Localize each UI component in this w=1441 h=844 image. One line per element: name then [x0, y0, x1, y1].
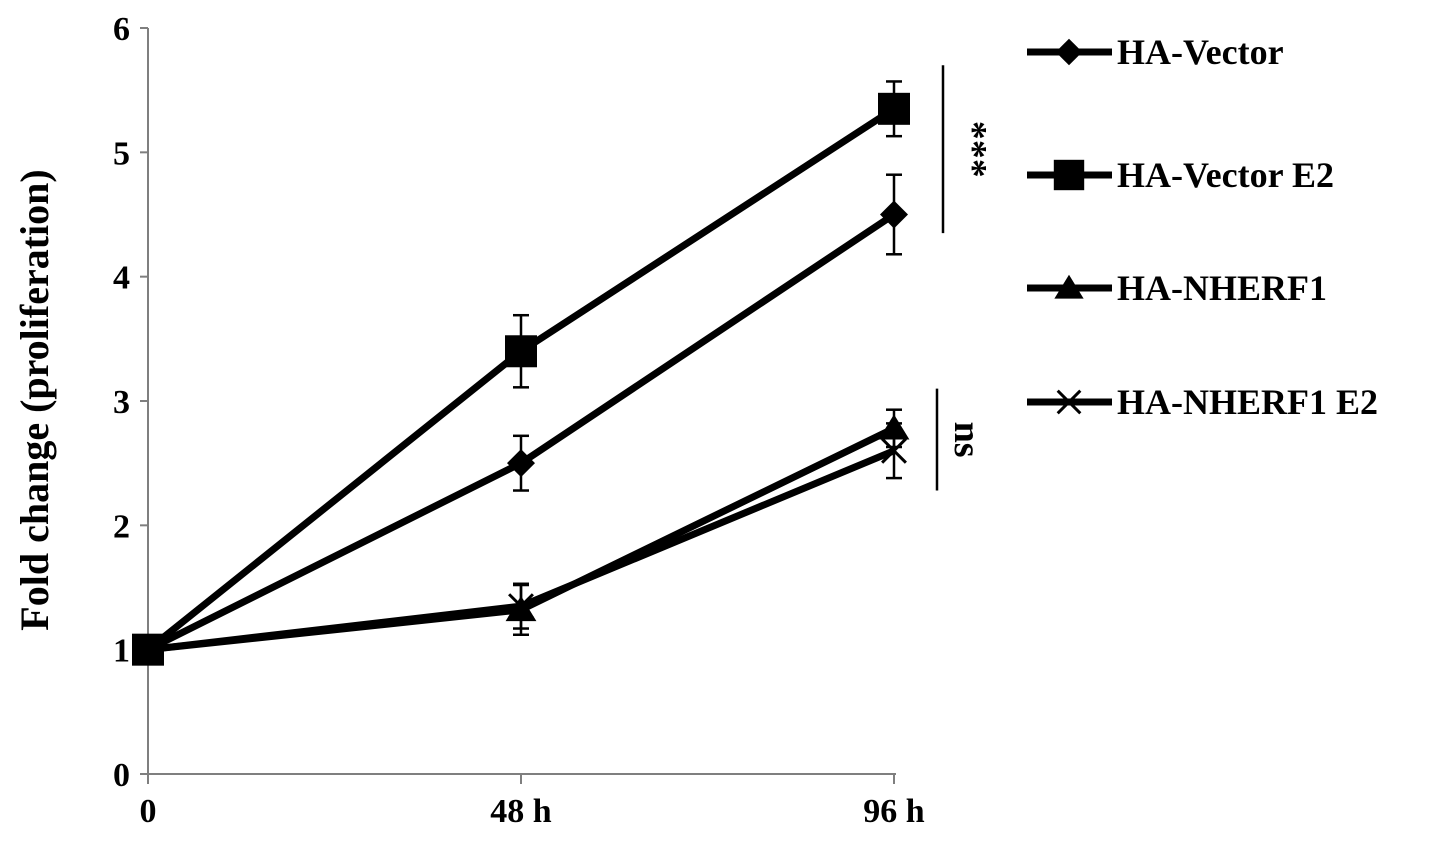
data-point	[135, 636, 161, 663]
data-point	[507, 449, 535, 478]
data-point	[880, 200, 908, 229]
series-ha-vector-e2	[132, 80, 910, 666]
data-point	[508, 593, 534, 620]
legend-marker	[1056, 389, 1082, 415]
legend-marker	[1055, 38, 1083, 66]
series-layer	[132, 80, 910, 666]
data-point	[881, 437, 907, 464]
legend-label: HA-Vector E2	[1117, 155, 1334, 195]
y-axis-title: Fold change (proliferation)	[12, 169, 57, 630]
significance-annotation: ns	[935, 388, 988, 491]
legend-entry: HA-NHERF1	[1027, 268, 1327, 308]
series-ha-nherf1-e2	[135, 422, 907, 663]
significance-label: ns	[946, 422, 988, 458]
legend-entry: HA-Vector	[1027, 32, 1284, 72]
legend-label: HA-Vector	[1117, 32, 1284, 72]
legend-marker	[1054, 274, 1084, 299]
data-point	[505, 335, 537, 368]
x-tick-label: 96 h	[863, 793, 925, 830]
y-tick-label: 4	[113, 260, 130, 297]
significance-label: ***	[952, 121, 994, 178]
legend-label: HA-NHERF1	[1117, 268, 1327, 308]
y-tick-label: 3	[113, 384, 130, 421]
y-tick-label: 6	[113, 11, 130, 48]
y-tick-label: 1	[113, 633, 130, 670]
legend-entry: HA-Vector E2	[1027, 155, 1334, 195]
significance-annotation: ***	[941, 65, 994, 234]
legend: HA-Vector HA-Vector E2 HA-NHERF1 HA-NHERF1 …	[1027, 32, 1378, 422]
legend-marker	[1053, 159, 1085, 191]
y-tick-label: 5	[113, 135, 130, 172]
legend-label: HA-NHERF1 E2	[1117, 382, 1378, 422]
annotations: *** ns	[935, 65, 994, 491]
y-tick-label: 2	[113, 508, 130, 545]
x-tick-label: 0	[140, 793, 157, 830]
legend-entry: HA-NHERF1 E2	[1027, 382, 1378, 422]
data-point	[878, 92, 910, 125]
x-tick-label: 48 h	[490, 793, 552, 830]
y-tick-label: 0	[113, 757, 130, 794]
axes: 0 1 2 3 4 5 6 0 48 h 96 h	[113, 11, 925, 830]
